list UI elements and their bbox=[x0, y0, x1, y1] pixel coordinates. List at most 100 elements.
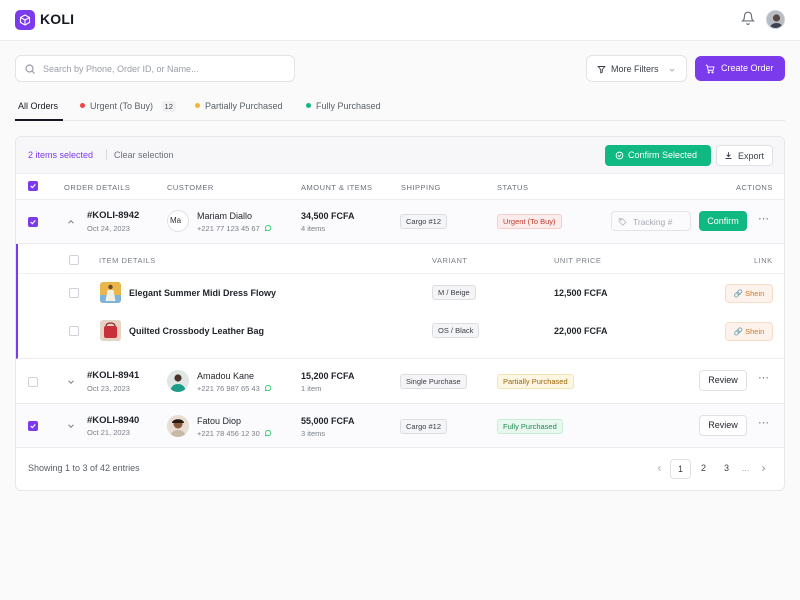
top-header: KOLI bbox=[0, 0, 800, 41]
customer-name: Mariam Diallo bbox=[197, 211, 253, 221]
confirm-selected-button[interactable]: Confirm Selected bbox=[605, 145, 711, 166]
customer-phone: +221 77 123 45 67 bbox=[197, 224, 260, 233]
items-select-all-checkbox[interactable] bbox=[69, 255, 79, 265]
selected-count: 2 items selected bbox=[28, 150, 94, 160]
customer-name: Fatou Diop bbox=[197, 416, 242, 426]
table-row[interactable]: #KOLI-8942 Oct 24, 2023 Ma Mariam Diallo… bbox=[16, 200, 784, 244]
export-label: Export bbox=[738, 151, 765, 161]
unit-price: 22,000 FCFA bbox=[554, 326, 608, 336]
more-options-icon[interactable]: ⋯ bbox=[758, 372, 769, 384]
table-row[interactable]: #KOLI-8940 Oct 21, 2023 Fatou Diop +221 … bbox=[16, 404, 784, 448]
filter-icon bbox=[597, 66, 606, 74]
search-icon bbox=[25, 64, 35, 74]
search-input[interactable] bbox=[43, 60, 288, 78]
col-amount: AMOUNT & ITEMS bbox=[301, 183, 373, 192]
chevron-down-icon[interactable] bbox=[66, 421, 76, 431]
list-item[interactable]: Elegant Summer Midi Dress Flowy M / Beig… bbox=[18, 274, 784, 312]
customer-phone: +221 78 456 12 30 bbox=[197, 429, 260, 438]
user-avatar[interactable] bbox=[766, 10, 785, 29]
more-filters-button[interactable]: More Filters bbox=[586, 55, 687, 82]
customer-phone: +221 76 987 65 43 bbox=[197, 384, 260, 393]
tab-partial-label: Partially Purchased bbox=[205, 101, 283, 111]
chevron-down-icon[interactable] bbox=[66, 377, 76, 387]
clear-selection-link[interactable]: Clear selection bbox=[114, 150, 174, 160]
shein-link-button[interactable]: 🔗 Shein bbox=[725, 322, 773, 341]
variant-chip: OS / Black bbox=[432, 323, 480, 338]
table-row[interactable]: #KOLI-8941 Oct 23, 2023 Amadou Kane +221… bbox=[16, 359, 784, 404]
tab-fully-purchased[interactable]: Fully Purchased bbox=[306, 94, 381, 121]
col-customer: CUSTOMER bbox=[167, 183, 214, 192]
col-order-details: ORDER DETAILS bbox=[64, 183, 131, 192]
pagination-summary: Showing 1 to 3 of 42 entries bbox=[28, 463, 140, 473]
shein-link-button[interactable]: 🔗 Shein bbox=[725, 284, 773, 303]
tracking-input[interactable]: Tracking # bbox=[611, 211, 691, 231]
download-icon bbox=[725, 152, 732, 159]
link-icon: 🔗 bbox=[733, 289, 744, 298]
tab-all-orders-label: All Orders bbox=[18, 101, 59, 111]
whatsapp-icon[interactable] bbox=[264, 429, 272, 437]
select-all-checkbox[interactable] bbox=[28, 181, 38, 191]
status-tabs: All Orders Urgent (To Buy) 12 Partially … bbox=[15, 94, 785, 121]
order-id[interactable]: #KOLI-8940 bbox=[87, 415, 140, 426]
table-header: ORDER DETAILS CUSTOMER AMOUNT & ITEMS SH… bbox=[16, 174, 784, 200]
customer-avatar bbox=[167, 415, 189, 437]
item-checkbox[interactable] bbox=[69, 288, 79, 298]
confirm-selected-label: Confirm Selected bbox=[628, 150, 698, 160]
avatar-alt-text: Ma bbox=[170, 216, 182, 225]
package-logo-icon[interactable] bbox=[15, 10, 35, 30]
tab-all-orders[interactable]: All Orders bbox=[15, 94, 63, 121]
item-name: Elegant Summer Midi Dress Flowy bbox=[129, 288, 277, 298]
tracking-placeholder: Tracking # bbox=[633, 217, 673, 227]
status-badge: Partially Purchased bbox=[497, 374, 574, 389]
confirm-button[interactable]: Confirm bbox=[699, 211, 747, 231]
tab-urgent-label: Urgent (To Buy) bbox=[90, 101, 154, 111]
order-items-count: 3 items bbox=[301, 429, 326, 438]
item-checkbox[interactable] bbox=[69, 326, 79, 336]
row-checkbox[interactable] bbox=[28, 421, 38, 431]
unit-price: 12,500 FCFA bbox=[554, 288, 608, 298]
chevron-left-icon[interactable] bbox=[655, 464, 664, 473]
row-checkbox[interactable] bbox=[28, 217, 38, 227]
shein-link-label: Shein bbox=[745, 327, 765, 336]
order-amount: 55,000 FCFA bbox=[301, 416, 355, 426]
search-box bbox=[15, 55, 295, 82]
chevron-right-icon[interactable] bbox=[759, 464, 768, 473]
whatsapp-icon[interactable] bbox=[264, 384, 272, 392]
urgent-count-badge: 12 bbox=[161, 101, 176, 112]
pagination-ellipsis: ... bbox=[741, 463, 750, 473]
create-order-button[interactable]: Create Order bbox=[695, 56, 785, 81]
page-1-button[interactable]: 1 bbox=[670, 459, 691, 479]
more-filters-label: More Filters bbox=[611, 64, 659, 74]
brand-name[interactable]: KOLI bbox=[40, 11, 75, 27]
shipping-chip: Cargo #12 bbox=[400, 214, 448, 229]
list-item[interactable]: Quilted Crossbody Leather Bag OS / Black… bbox=[18, 312, 784, 350]
link-icon: 🔗 bbox=[733, 327, 744, 336]
tag-icon bbox=[618, 218, 627, 226]
page-3-button[interactable]: 3 bbox=[723, 463, 729, 473]
page-2-button[interactable]: 2 bbox=[700, 463, 706, 473]
chevron-up-icon[interactable] bbox=[66, 217, 76, 227]
review-button[interactable]: Review bbox=[699, 370, 747, 391]
order-items-count: 4 items bbox=[301, 224, 326, 233]
item-thumbnail bbox=[100, 320, 121, 341]
row-checkbox[interactable] bbox=[28, 377, 38, 387]
export-button[interactable]: Export bbox=[716, 145, 773, 166]
status-badge: Urgent (To Buy) bbox=[497, 214, 562, 229]
customer-avatar: Ma bbox=[167, 210, 189, 232]
check-icon bbox=[30, 219, 36, 225]
order-id[interactable]: #KOLI-8942 bbox=[87, 210, 140, 221]
more-options-icon[interactable]: ⋯ bbox=[758, 417, 769, 429]
shein-link-label: Shein bbox=[745, 289, 765, 298]
order-id[interactable]: #KOLI-8941 bbox=[87, 370, 140, 381]
order-amount: 15,200 FCFA bbox=[301, 371, 355, 381]
col-unit-price: UNIT PRICE bbox=[554, 256, 602, 265]
col-status: STATUS bbox=[497, 183, 529, 192]
order-items-count: 1 item bbox=[301, 384, 322, 393]
tab-partially-purchased[interactable]: Partially Purchased bbox=[195, 94, 283, 121]
whatsapp-icon[interactable] bbox=[264, 224, 272, 232]
tab-urgent[interactable]: Urgent (To Buy) 12 bbox=[80, 94, 176, 121]
more-options-icon[interactable]: ⋯ bbox=[758, 213, 769, 225]
check-icon bbox=[30, 183, 36, 189]
bell-icon[interactable] bbox=[740, 11, 757, 27]
review-button[interactable]: Review bbox=[699, 415, 747, 436]
